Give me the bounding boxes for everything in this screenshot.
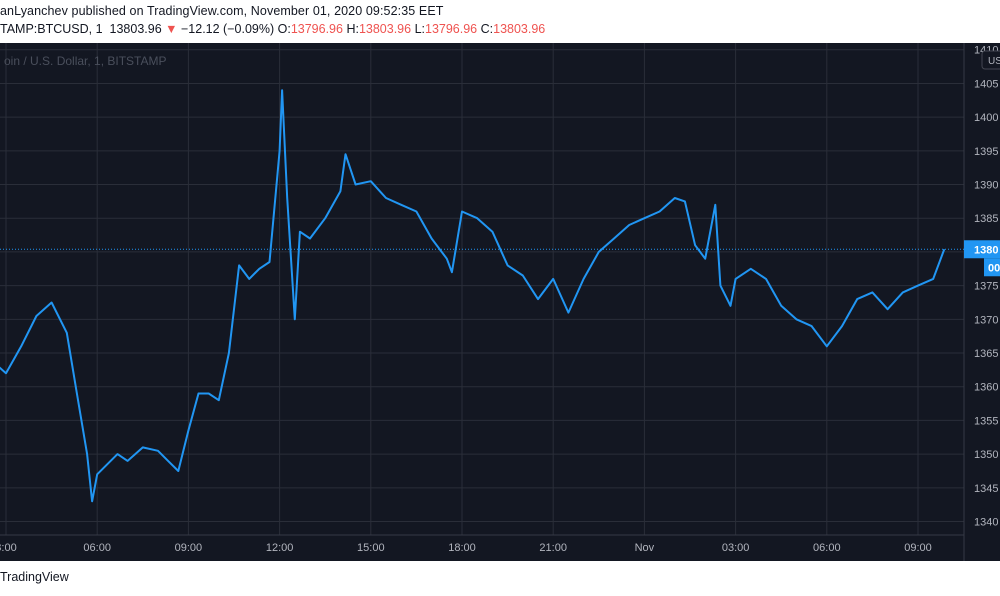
y-tick-label: 1360 (974, 382, 998, 394)
last-price-tag (964, 240, 1000, 259)
x-tick-label: 21:00 (539, 542, 567, 554)
price-series-line (0, 89, 946, 503)
y-tick-label: 1340 (974, 517, 998, 529)
chart-area[interactable]: oin / U.S. Dollar, 1, BITSTAMP1410140514… (0, 43, 1000, 561)
x-tick-label: 15:00 (357, 542, 385, 554)
open-value: 13796.96 (290, 22, 343, 36)
close-label: C: (480, 22, 494, 36)
close-value: 13803.96 (493, 22, 546, 36)
ohlc-line: TAMP:BTCUSD, 1 13803.96 ▼ −12.12 (−0.09%… (0, 22, 545, 38)
down-arrow-icon: ▼ (165, 22, 178, 36)
publisher-line: anLyanchev published on TradingView.com,… (0, 4, 444, 18)
low-label: L: (414, 22, 425, 36)
y-tick-label: 1395 (974, 146, 998, 158)
y-tick-label: 1365 (974, 348, 998, 360)
high-value: 13803.96 (358, 22, 412, 36)
x-tick-label: 06:00 (83, 542, 111, 554)
last-price-tag-label: 1380 (974, 244, 998, 256)
footer-brand: TradingView (0, 570, 69, 584)
y-tick-label: 1370 (974, 314, 998, 326)
x-tick-label: 3:00 (0, 542, 17, 554)
high-label: H: (346, 22, 359, 36)
y-tick-label: 1355 (974, 415, 998, 427)
change-value: −12.12 (−0.09%) (181, 22, 275, 36)
x-tick-label: Nov (635, 542, 655, 554)
x-tick-label: 12:00 (266, 542, 294, 554)
x-tick-label: 09:00 (175, 542, 203, 554)
y-tick-label: 1375 (974, 281, 998, 293)
y-tick-label: 1350 (974, 449, 998, 461)
countdown-tag-label: 00 (988, 262, 1000, 274)
x-tick-label: 09:00 (904, 542, 932, 554)
symbol-watermark: oin / U.S. Dollar, 1, BITSTAMP (4, 54, 167, 68)
symbol-label[interactable]: TAMP:BTCUSD, 1 (0, 22, 103, 36)
x-tick-label: 03:00 (722, 542, 750, 554)
y-tick-label: 1405 (974, 78, 998, 90)
x-tick-label: 18:00 (448, 542, 476, 554)
y-tick-label: 1385 (974, 213, 998, 225)
y-tick-label: 1400 (974, 112, 998, 124)
low-value: 13796.96 (425, 22, 478, 36)
countdown-tag (984, 258, 1000, 277)
currency-badge-label: US (988, 56, 1000, 67)
y-tick-label: 1345 (974, 483, 998, 495)
open-label: O: (277, 22, 291, 36)
price-chart[interactable]: oin / U.S. Dollar, 1, BITSTAMP1410140514… (0, 43, 1000, 561)
currency-badge[interactable] (981, 50, 1000, 70)
last-price: 13803.96 (109, 22, 162, 36)
y-tick-label: 1390 (974, 180, 998, 192)
x-tick-label: 06:00 (813, 542, 841, 554)
